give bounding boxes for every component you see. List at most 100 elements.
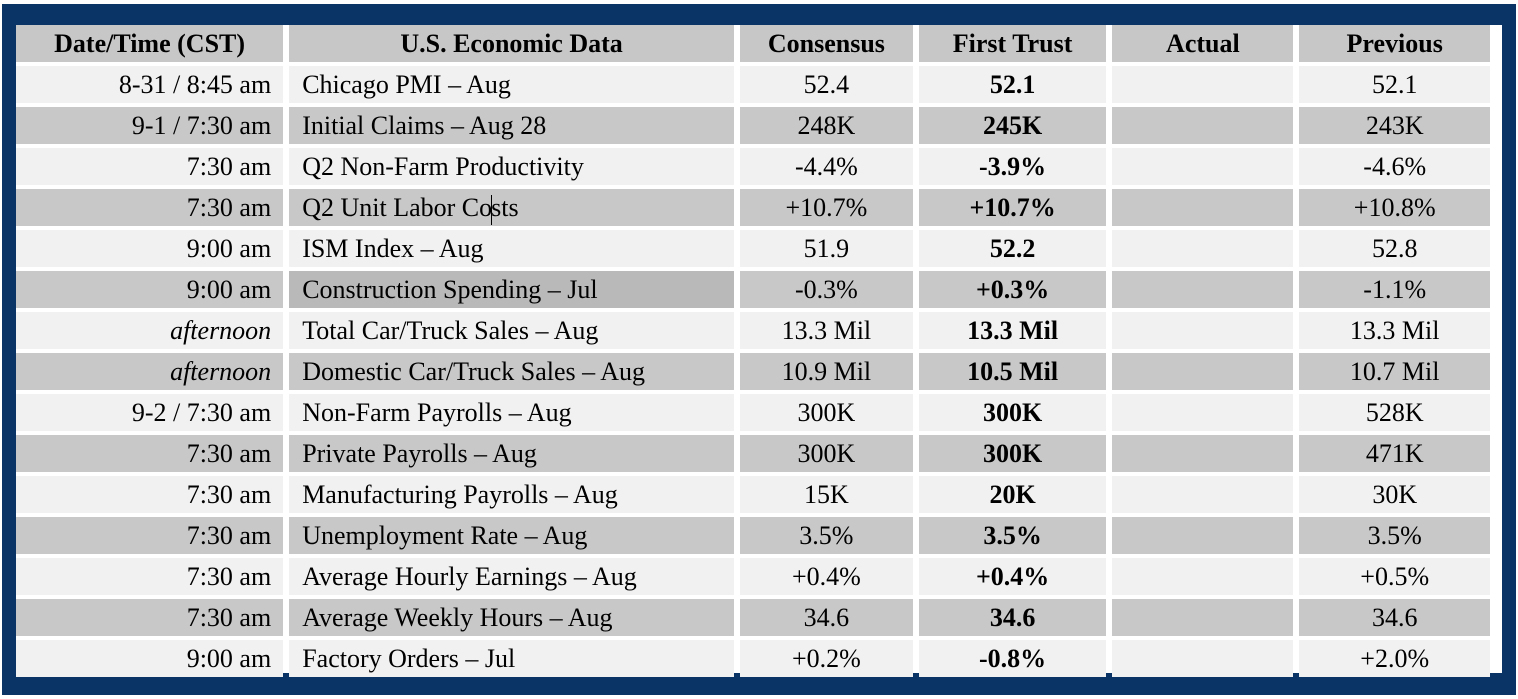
cell-date: 7:30 am — [16, 517, 284, 554]
cell-indicator: Private Payrolls – Aug — [289, 435, 734, 472]
table-row: 9:00 am Construction Spending – Jul -0.3… — [16, 271, 1490, 308]
table-frame: Date/Time (CST) U.S. Economic Data Conse… — [2, 4, 1516, 695]
cell-consensus: +0.4% — [739, 558, 913, 595]
cell-indicator[interactable]: Q2 Unit Labor Costs — [289, 189, 734, 226]
cell-previous: 471K — [1299, 435, 1490, 472]
cell-consensus: 3.5% — [739, 517, 913, 554]
cell-actual — [1112, 353, 1294, 390]
cell-consensus: -0.3% — [739, 271, 913, 308]
cell-first-trust: 52.1 — [918, 66, 1107, 103]
cell-first-trust: +10.7% — [918, 189, 1107, 226]
cell-first-trust: +0.3% — [918, 271, 1107, 308]
table-row: 9:00 am ISM Index – Aug 51.9 52.2 52.8 — [16, 230, 1490, 267]
cell-previous: 528K — [1299, 394, 1490, 431]
cell-first-trust: 34.6 — [918, 599, 1107, 636]
cell-date: 7:30 am — [16, 599, 284, 636]
cell-first-trust: 245K — [918, 107, 1107, 144]
cell-indicator: Factory Orders – Jul — [289, 640, 734, 677]
cell-date: 9-1 / 7:30 am — [16, 107, 284, 144]
cell-date: 9:00 am — [16, 271, 284, 308]
cell-actual — [1112, 66, 1294, 103]
cell-actual — [1112, 435, 1294, 472]
cell-previous: 10.7 Mil — [1299, 353, 1490, 390]
cell-indicator: Manufacturing Payrolls – Aug — [289, 476, 734, 513]
text-cursor — [491, 195, 493, 226]
cell-date: 7:30 am — [16, 476, 284, 513]
cell-consensus: 34.6 — [739, 599, 913, 636]
table-row: 7:30 am Q2 Unit Labor Costs +10.7% +10.7… — [16, 189, 1490, 226]
cell-first-trust: 300K — [918, 394, 1107, 431]
cell-consensus: 248K — [739, 107, 913, 144]
cell-actual — [1112, 640, 1294, 677]
cell-actual — [1112, 107, 1294, 144]
cell-actual — [1112, 271, 1294, 308]
cell-consensus: +0.2% — [739, 640, 913, 677]
cell-consensus: 52.4 — [739, 66, 913, 103]
cell-indicator: Domestic Car/Truck Sales – Aug — [289, 353, 734, 390]
cell-previous: 34.6 — [1299, 599, 1490, 636]
cell-actual — [1112, 394, 1294, 431]
cell-consensus: 10.9 Mil — [739, 353, 913, 390]
cell-consensus: 15K — [739, 476, 913, 513]
cell-date: 7:30 am — [16, 435, 284, 472]
table-row: 8-31 / 8:45 am Chicago PMI – Aug 52.4 52… — [16, 66, 1490, 103]
cell-indicator: Average Weekly Hours – Aug — [289, 599, 734, 636]
cell-consensus: 51.9 — [739, 230, 913, 267]
cell-previous: 52.8 — [1299, 230, 1490, 267]
header-first-trust: First Trust — [918, 25, 1107, 62]
header-previous: Previous — [1299, 25, 1490, 62]
header-date: Date/Time (CST) — [16, 25, 284, 62]
cell-previous: -4.6% — [1299, 148, 1490, 185]
economic-calendar-table: Date/Time (CST) U.S. Economic Data Conse… — [10, 21, 1496, 681]
cell-indicator: Non-Farm Payrolls – Aug — [289, 394, 734, 431]
cell-previous: +2.0% — [1299, 640, 1490, 677]
cell-first-trust: 10.5 Mil — [918, 353, 1107, 390]
cell-actual — [1112, 517, 1294, 554]
cell-previous: 13.3 Mil — [1299, 312, 1490, 349]
cell-indicator: Unemployment Rate – Aug — [289, 517, 734, 554]
cell-date: 9:00 am — [16, 640, 284, 677]
cell-indicator: Chicago PMI – Aug — [289, 66, 734, 103]
cell-actual — [1112, 599, 1294, 636]
cell-date: 7:30 am — [16, 189, 284, 226]
table-row: 7:30 am Manufacturing Payrolls – Aug 15K… — [16, 476, 1490, 513]
table-row: 7:30 am Q2 Non-Farm Productivity -4.4% -… — [16, 148, 1490, 185]
cell-consensus: 300K — [739, 435, 913, 472]
cell-date: 9:00 am — [16, 230, 284, 267]
table-row: 7:30 am Private Payrolls – Aug 300K 300K… — [16, 435, 1490, 472]
cell-consensus: 300K — [739, 394, 913, 431]
cell-actual — [1112, 312, 1294, 349]
cell-consensus: +10.7% — [739, 189, 913, 226]
cell-previous: +0.5% — [1299, 558, 1490, 595]
cell-date: 8-31 / 8:45 am — [16, 66, 284, 103]
cell-indicator-text-part1: Q2 Unit Labor Co — [302, 193, 493, 222]
cell-date: 7:30 am — [16, 148, 284, 185]
cell-first-trust: 3.5% — [918, 517, 1107, 554]
header-consensus: Consensus — [739, 25, 913, 62]
cell-indicator: Total Car/Truck Sales – Aug — [289, 312, 734, 349]
cell-date: afternoon — [16, 353, 284, 390]
table-row: 9-1 / 7:30 am Initial Claims – Aug 28 24… — [16, 107, 1490, 144]
cell-indicator: Initial Claims – Aug 28 — [289, 107, 734, 144]
cell-actual — [1112, 476, 1294, 513]
header-data: U.S. Economic Data — [289, 25, 734, 62]
cell-first-trust: 13.3 Mil — [918, 312, 1107, 349]
cell-first-trust: 20K — [918, 476, 1107, 513]
cell-indicator: Average Hourly Earnings – Aug — [289, 558, 734, 595]
table-row: 7:30 am Average Hourly Earnings – Aug +0… — [16, 558, 1490, 595]
cell-first-trust: 52.2 — [918, 230, 1107, 267]
cell-actual — [1112, 558, 1294, 595]
cell-previous: -1.1% — [1299, 271, 1490, 308]
cell-indicator: Construction Spending – Jul — [289, 271, 734, 308]
header-actual: Actual — [1112, 25, 1294, 62]
cell-actual — [1112, 148, 1294, 185]
table-row: 7:30 am Unemployment Rate – Aug 3.5% 3.5… — [16, 517, 1490, 554]
cell-previous: 243K — [1299, 107, 1490, 144]
cell-first-trust: +0.4% — [918, 558, 1107, 595]
cell-indicator-text-part2: sts — [491, 193, 519, 222]
cell-indicator: ISM Index – Aug — [289, 230, 734, 267]
cell-first-trust: -3.9% — [918, 148, 1107, 185]
cell-date: 9-2 / 7:30 am — [16, 394, 284, 431]
cell-consensus: 13.3 Mil — [739, 312, 913, 349]
table-area: Date/Time (CST) U.S. Economic Data Conse… — [16, 25, 1502, 677]
